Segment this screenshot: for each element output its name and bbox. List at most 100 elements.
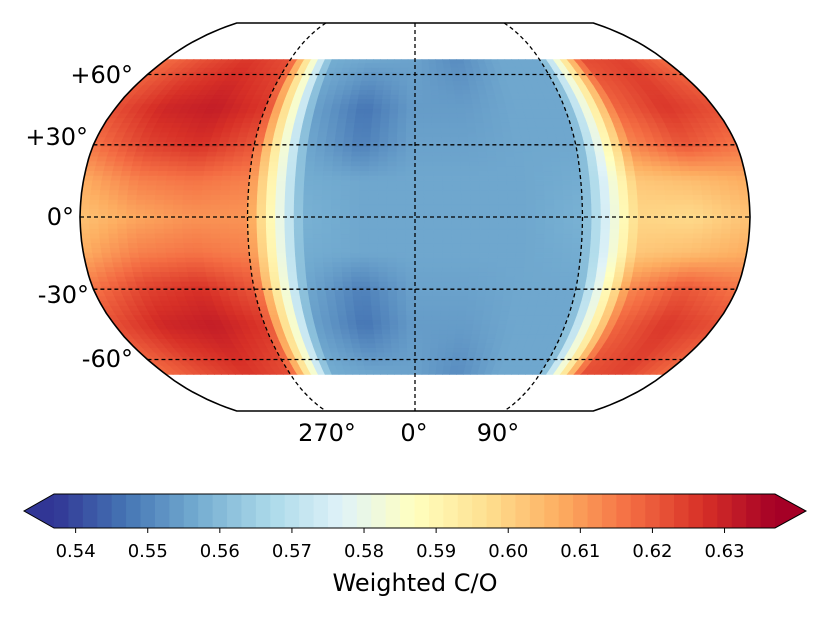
heatmap-cell [80, 223, 91, 230]
heatmap-cell [360, 151, 371, 158]
heatmap-cell [478, 252, 490, 259]
heatmap-cell [414, 209, 425, 215]
heatmap-cell [445, 85, 455, 91]
heatmap-cell [525, 233, 536, 239]
heatmap-cell [243, 281, 255, 288]
heatmap-cell [438, 94, 448, 100]
heatmap-cell [355, 361, 365, 367]
heatmap-cell [680, 170, 691, 177]
heatmap-cell [442, 238, 453, 244]
heatmap-cell [615, 262, 626, 268]
heatmap-cell [117, 233, 128, 239]
heatmap-cell [451, 247, 462, 254]
heatmap-cell [459, 272, 470, 278]
heatmap-cell [313, 257, 324, 264]
heatmap-cell [476, 296, 487, 302]
heatmap-cell [696, 267, 708, 273]
heatmap-cell [737, 243, 749, 249]
heatmap-cell [464, 108, 475, 114]
heatmap-cell [591, 228, 602, 235]
heatmap-cell [98, 199, 110, 206]
heatmap-cell [572, 223, 583, 230]
heatmap-cell [737, 185, 749, 191]
heatmap-cell [457, 67, 467, 73]
heatmap-cell [730, 219, 741, 225]
heatmap-cell [343, 343, 354, 349]
heatmap-cell [414, 89, 424, 96]
heatmap-cell [273, 132, 284, 138]
heatmap-cell [194, 170, 205, 177]
heatmap-cell [377, 247, 388, 254]
heatmap-cell [304, 166, 315, 172]
heatmap-cell [533, 262, 544, 268]
heatmap-cell [446, 338, 456, 345]
heatmap-cell [487, 257, 498, 264]
heatmap-cell [656, 146, 668, 153]
heatmap-cell [451, 267, 461, 273]
heatmap-cell [99, 190, 110, 196]
heatmap-cell [430, 338, 440, 345]
heatmap-cell [312, 195, 323, 201]
heatmap-cell [269, 151, 281, 158]
heatmap-cell [251, 276, 263, 283]
heatmap-cell [525, 180, 536, 187]
heatmap-cell [222, 166, 233, 172]
heatmap-cell [566, 146, 578, 153]
heatmap-cell [98, 223, 109, 230]
heatmap-cell [585, 151, 597, 158]
heatmap-cell [701, 190, 712, 196]
heatmap-cell [303, 195, 314, 201]
heatmap-cell [407, 59, 416, 64]
heatmap-cell [227, 291, 239, 297]
heatmap-cell [414, 122, 424, 129]
heatmap-cell [516, 118, 528, 124]
heatmap-cell [96, 156, 108, 162]
heatmap-cell [483, 305, 494, 312]
heatmap-cell [274, 127, 285, 134]
colorbar-segment [400, 494, 416, 528]
heatmap-cell [556, 137, 567, 143]
heatmap-cell [266, 238, 277, 244]
heatmap-cell [471, 99, 482, 105]
heatmap-cell [137, 185, 148, 191]
heatmap-cell [98, 204, 109, 211]
heatmap-cell [321, 108, 332, 114]
heatmap-cell [449, 305, 459, 312]
heatmap-cell [522, 146, 533, 153]
heatmap-cell [739, 204, 750, 211]
heatmap-cell [359, 243, 370, 249]
colorbar-segment [731, 494, 747, 528]
heatmap-cell [690, 252, 701, 259]
heatmap-cell [506, 320, 517, 326]
heatmap-cell [154, 223, 165, 230]
heatmap-cell [504, 146, 515, 153]
heatmap-cell [258, 170, 269, 177]
heatmap-cell [300, 300, 312, 307]
heatmap-cell [381, 103, 391, 110]
heatmap-cell [451, 209, 462, 215]
heatmap-cell [210, 238, 222, 244]
heatmap-cell [414, 204, 425, 211]
heatmap-cell [339, 103, 350, 110]
heatmap-cell [423, 118, 433, 124]
heatmap-cell [405, 291, 416, 297]
heatmap-cell [702, 209, 714, 215]
heatmap-cell [260, 272, 271, 278]
heatmap-cell [272, 137, 283, 143]
heatmap-cell [388, 118, 399, 124]
heatmap-cell [286, 161, 298, 167]
colorbar-segment [198, 494, 214, 528]
heatmap-cell [107, 209, 118, 215]
heatmap-cell [321, 223, 332, 230]
heatmap-cell [478, 272, 489, 278]
heatmap-cell [166, 257, 178, 264]
heatmap-cell [482, 315, 493, 321]
heatmap-cell [398, 85, 408, 91]
heatmap-cell [371, 122, 381, 129]
heatmap-cell [552, 252, 563, 259]
heatmap-cell [238, 185, 250, 191]
heatmap-cell [332, 267, 343, 273]
heatmap-cell [581, 204, 592, 211]
heatmap-cell [99, 195, 110, 201]
heatmap-cell [378, 267, 389, 273]
